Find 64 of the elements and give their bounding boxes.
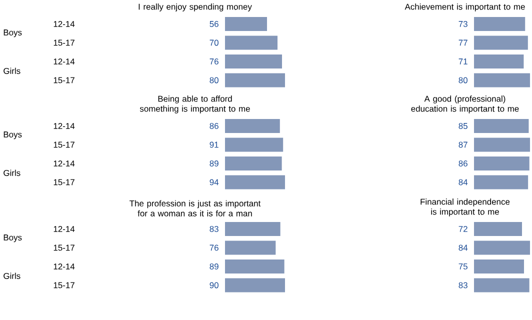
bar — [225, 240, 276, 255]
data-label: 94 — [210, 179, 219, 186]
data-label: 86 — [210, 122, 218, 129]
data-label: 90 — [210, 282, 218, 288]
y-tick-label: 15-17 — [54, 244, 74, 251]
data-label: 80 — [458, 77, 468, 84]
bar — [474, 36, 528, 50]
bar — [474, 240, 530, 255]
chart-title: The profession is just as important for a woman as it is for a man — [130, 200, 261, 216]
y-tick-label: 12-14 — [54, 58, 75, 64]
data-label: 73 — [458, 20, 468, 27]
y-tick-label: 12-14 — [54, 226, 75, 232]
bar — [474, 16, 526, 31]
chart-title: Financial independence is important to me — [420, 198, 510, 216]
y-tick-label: 15-17 — [54, 77, 74, 84]
bar — [225, 54, 282, 68]
bar — [225, 16, 268, 31]
data-label: 89 — [210, 263, 218, 270]
chart-title: I really enjoy spending money — [138, 4, 252, 12]
data-label: 84 — [458, 179, 468, 186]
bar — [474, 278, 530, 292]
text: Girls — [4, 170, 20, 176]
bar — [225, 222, 280, 236]
data-label: 71 — [458, 58, 468, 64]
bar — [474, 259, 524, 274]
data-label: 83 — [458, 282, 468, 288]
chart-title: Achievement is important to me — [404, 4, 525, 12]
y-tick-label: 15-17 — [54, 179, 74, 186]
bar — [225, 36, 278, 50]
text: Boys — [4, 30, 22, 38]
text: Girls — [4, 272, 20, 279]
bar — [225, 259, 284, 274]
y-tick-label: 12-14 — [54, 123, 75, 129]
y-tick-label: 12-14 — [54, 21, 75, 27]
bar — [474, 73, 530, 88]
y-tick-label: 15-17 — [54, 142, 74, 148]
data-label: 76 — [210, 58, 218, 64]
y-tick-label: 12-14 — [54, 264, 75, 270]
data-label: 83 — [210, 226, 218, 232]
data-label: 84 — [458, 244, 468, 251]
data-label: 76 — [210, 244, 218, 251]
data-label: 75 — [458, 264, 468, 270]
data-label: 56 — [210, 20, 218, 27]
text: Boys — [4, 234, 22, 242]
data-label: 70 — [210, 40, 218, 46]
bar — [225, 278, 285, 292]
data-label: 85 — [458, 122, 468, 129]
y-tick-label: 15-17 — [54, 40, 74, 46]
y-tick-label: 12-14 — [54, 160, 75, 166]
data-label: 77 — [458, 40, 468, 46]
bar — [225, 73, 286, 88]
data-label: 86 — [458, 160, 468, 166]
chart-title: A good (professional) education is important to me — [411, 96, 519, 114]
data-label: 80 — [210, 77, 218, 84]
data-label: 72 — [458, 226, 468, 232]
data-label: 91 — [210, 142, 218, 148]
bar — [474, 222, 522, 236]
text: Girls — [4, 68, 20, 74]
text: Boys — [4, 132, 22, 140]
y-tick-label: 15-17 — [54, 282, 74, 288]
chart-title: Being able to afford something is important to me — [140, 96, 250, 114]
data-label: 87 — [458, 142, 468, 148]
bar — [474, 54, 524, 68]
data-label: 89 — [210, 160, 218, 166]
